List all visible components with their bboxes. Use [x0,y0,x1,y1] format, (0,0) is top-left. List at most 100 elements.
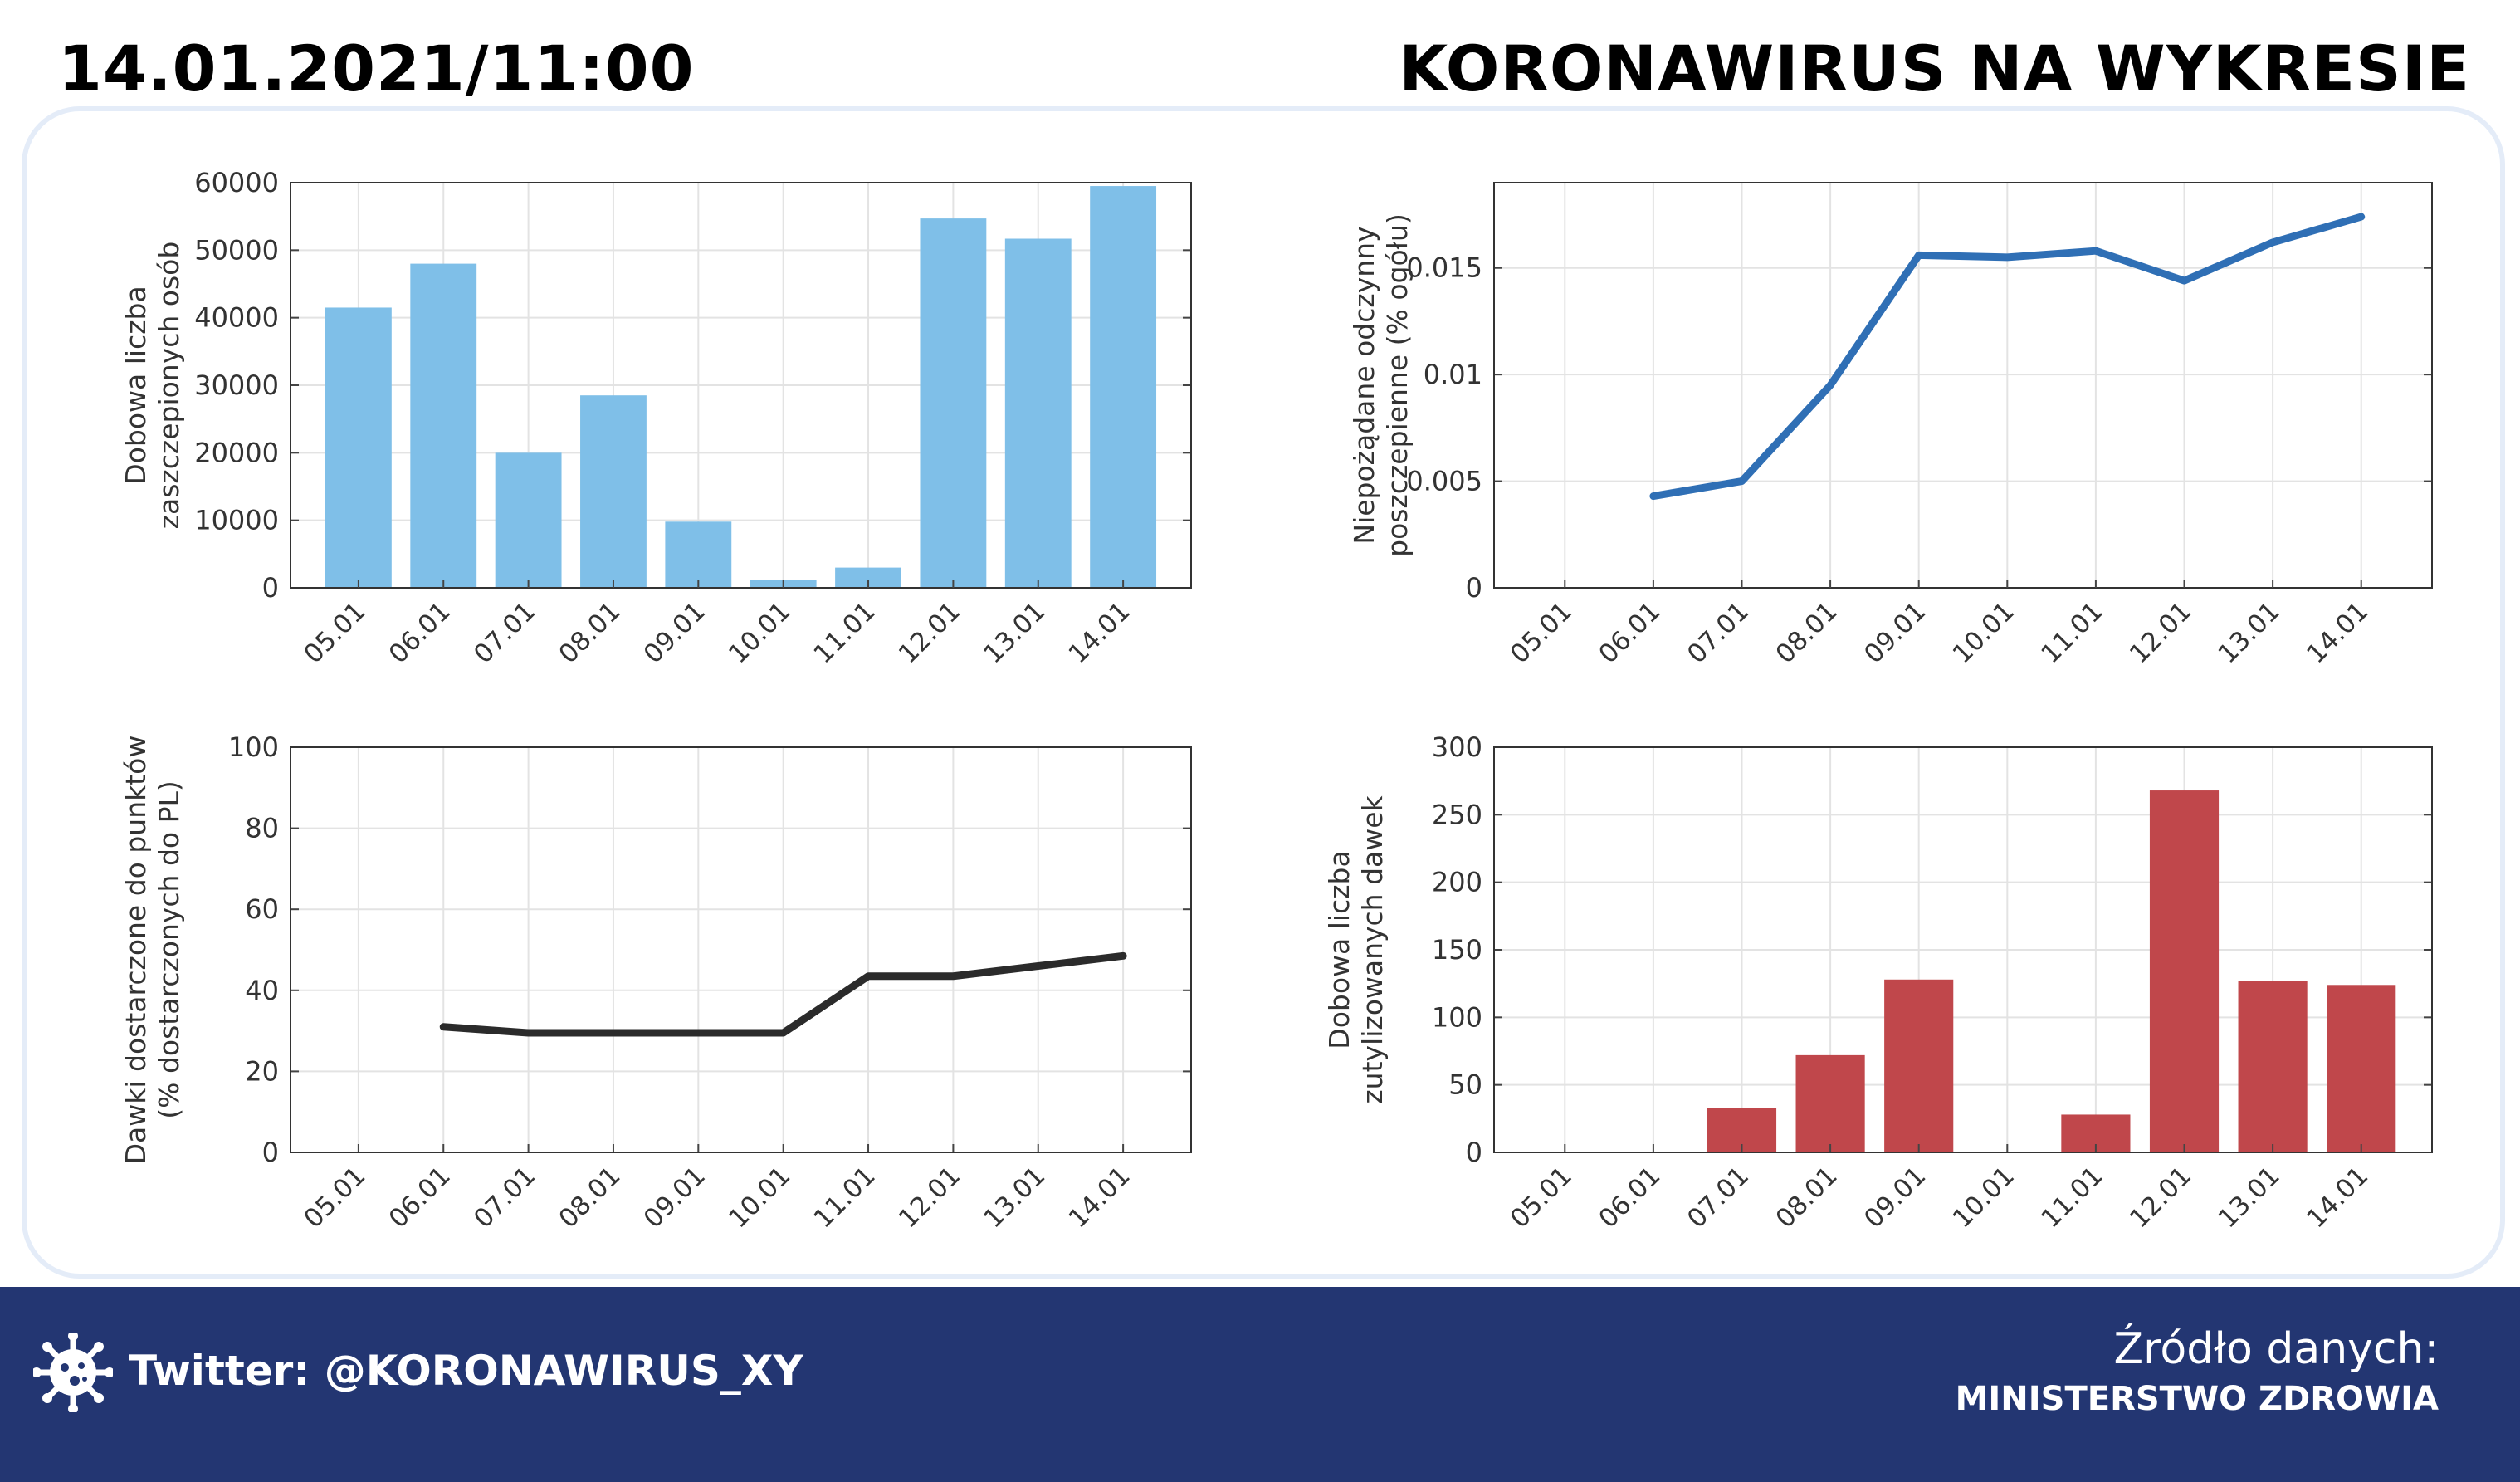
utilized-ylabel: Dobowa liczba [1323,850,1355,1049]
vaccinated-ytick-label: 30000 [194,369,279,401]
vaccinated-xtick-label: 13.01 [978,596,1051,669]
utilized-xtick-label: 10.01 [1947,1161,2020,1234]
utilized-ytick-label: 150 [1432,934,1482,966]
delivered-ytick-label: 0 [262,1137,279,1168]
delivered-xtick-label: 07.01 [468,1161,541,1234]
utilized-xtick-label: 12.01 [2124,1161,2197,1234]
delivered-frame [290,746,1192,1153]
vaccinated-xtick-label: 07.01 [468,596,541,669]
vaccinated-xtick-label: 14.01 [1063,596,1136,669]
delivered-ytick-label: 100 [228,731,279,763]
utilized-ytick-label: 250 [1432,799,1482,830]
utilized-bar [2149,790,2220,1152]
adverse-ylabel: Niepożądane odczynny [1348,226,1380,544]
vaccinated-bar [1090,186,1157,589]
chart-delivered: 0 20 40 60 80 100 05.01 06.01 07.01 08.01 09.01 10.… [120,731,1192,1234]
vaccinated-bar [410,263,477,588]
utilized-ytick-label: 50 [1448,1069,1482,1101]
vaccinated-ylabel: Dobowa liczba [120,286,152,484]
delivered-ylabel: Dawki dostarczone do punktów [120,736,152,1165]
utilized-xtick-label: 11.01 [2035,1161,2108,1234]
vaccinated-bar [580,395,647,588]
chart-adverse: 0 0.005 0.01 0.015 05.01 06.01 07.01 08.01 09.01… [1348,182,2433,669]
utilized-xtick-label: 13.01 [2213,1161,2286,1234]
utilized-ytick-label: 0 [1466,1137,1482,1168]
adverse-xtick-label: 12.01 [2124,596,2197,669]
source-label: Źródło danych: [2113,1324,2439,1374]
vaccinated-bar [495,452,562,588]
vaccinated-xtick-label: 11.01 [808,596,881,669]
header-title: KORONAWIRUS NA WYKRESIE [1399,32,2470,105]
vaccinated-bar [665,521,732,588]
vaccinated-ytick-label: 40000 [194,302,279,334]
vaccinated-xtick-label: 09.01 [638,596,711,669]
delivered-xtick-label: 08.01 [553,1161,626,1234]
delivered-xtick-label: 09.01 [638,1161,711,1234]
utilized-bar [1795,1054,1865,1152]
delivered-xtick-label: 11.01 [808,1161,881,1234]
delivered-xtick-label: 10.01 [723,1161,796,1234]
vaccinated-frame [290,182,1192,589]
adverse-xtick-label: 07.01 [1682,596,1755,669]
vaccinated-ytick-label: 10000 [194,505,279,536]
adverse-xtick-label: 09.01 [1858,596,1932,669]
utilized-xtick-label: 09.01 [1858,1161,1932,1234]
adverse-ytick-label: 0.01 [1424,359,1482,390]
twitter-handle[interactable]: Twitter: @KORONAWIRUS_XY [129,1347,803,1395]
chart-utilized: 0 50 100 150 200 250 300 05.01 06.01 07.01 08.01 09… [1323,731,2433,1234]
utilized-xtick-label: 05.01 [1505,1161,1578,1234]
delivered-ylabel: (% dostarczonych do PL) [153,780,185,1119]
utilized-bar [2238,981,2308,1152]
utilized-ytick-label: 300 [1432,731,1482,763]
header-datetime: 14.01.2021/11:00 [58,32,695,105]
utilized-ylabel: zutylizowanych dawek [1356,795,1389,1103]
utilized-xtick-label: 08.01 [1770,1161,1844,1234]
delivered-xtick-label: 12.01 [893,1161,966,1234]
utilized-xtick-label: 14.01 [2301,1161,2374,1234]
adverse-ylabel: poszczepienne (% ogółu) [1381,213,1414,557]
chart-vaccinated: 0 10000 20000 30000 40000 50000 60000 05.01 06.0… [120,167,1192,669]
vaccinated-bar [325,307,392,588]
vaccinated-ytick-label: 50000 [194,234,279,266]
adverse-frame [1493,182,2433,589]
adverse-xtick-label: 05.01 [1505,596,1578,669]
adverse-ytick-label: 0.015 [1406,252,1482,284]
utilized-ytick-label: 100 [1432,1001,1482,1033]
vaccinated-xtick-label: 12.01 [893,596,966,669]
vaccinated-xtick-label: 05.01 [298,596,371,669]
adverse-ytick-label: 0 [1466,572,1482,604]
adverse-xtick-label: 13.01 [2213,596,2286,669]
vaccinated-bar [920,218,987,588]
utilized-ytick-label: 200 [1432,867,1482,898]
delivered-xtick-label: 06.01 [383,1161,457,1234]
vaccinated-ytick-label: 20000 [194,437,279,468]
vaccinated-ylabel: zaszczepionych osób [153,242,185,530]
adverse-xtick-label: 14.01 [2301,596,2374,669]
footer-bar: Twitter: @KORONAWIRUS_XY Źródło danych: … [0,1287,2520,1482]
vaccinated-bar [1004,238,1072,588]
virus-icon [32,1331,115,1416]
source-value: MINISTERSTWO ZDROWIA [1955,1380,2439,1418]
adverse-xtick-label: 11.01 [2035,596,2108,669]
delivered-ytick-label: 80 [245,813,279,844]
delivered-xtick-label: 13.01 [978,1161,1051,1234]
vaccinated-xtick-label: 10.01 [723,596,796,669]
vaccinated-ytick-label: 60000 [194,167,279,198]
utilized-xtick-label: 06.01 [1593,1161,1666,1234]
adverse-xtick-label: 06.01 [1593,596,1666,669]
vaccinated-xtick-label: 06.01 [383,596,457,669]
utilized-frame [1493,746,2433,1153]
adverse-ytick-label: 0.005 [1406,466,1482,497]
utilized-bar [1884,979,1954,1152]
vaccinated-ytick-label: 0 [262,572,279,604]
utilized-xtick-label: 07.01 [1682,1161,1755,1234]
delivered-xtick-label: 05.01 [298,1161,371,1234]
delivered-ytick-label: 20 [245,1055,279,1087]
delivered-xtick-label: 14.01 [1063,1161,1136,1234]
delivered-ytick-label: 40 [245,975,279,1006]
utilized-bar [2327,985,2396,1152]
vaccinated-xtick-label: 08.01 [553,596,626,669]
adverse-xtick-label: 10.01 [1947,596,2020,669]
delivered-ytick-label: 60 [245,893,279,925]
